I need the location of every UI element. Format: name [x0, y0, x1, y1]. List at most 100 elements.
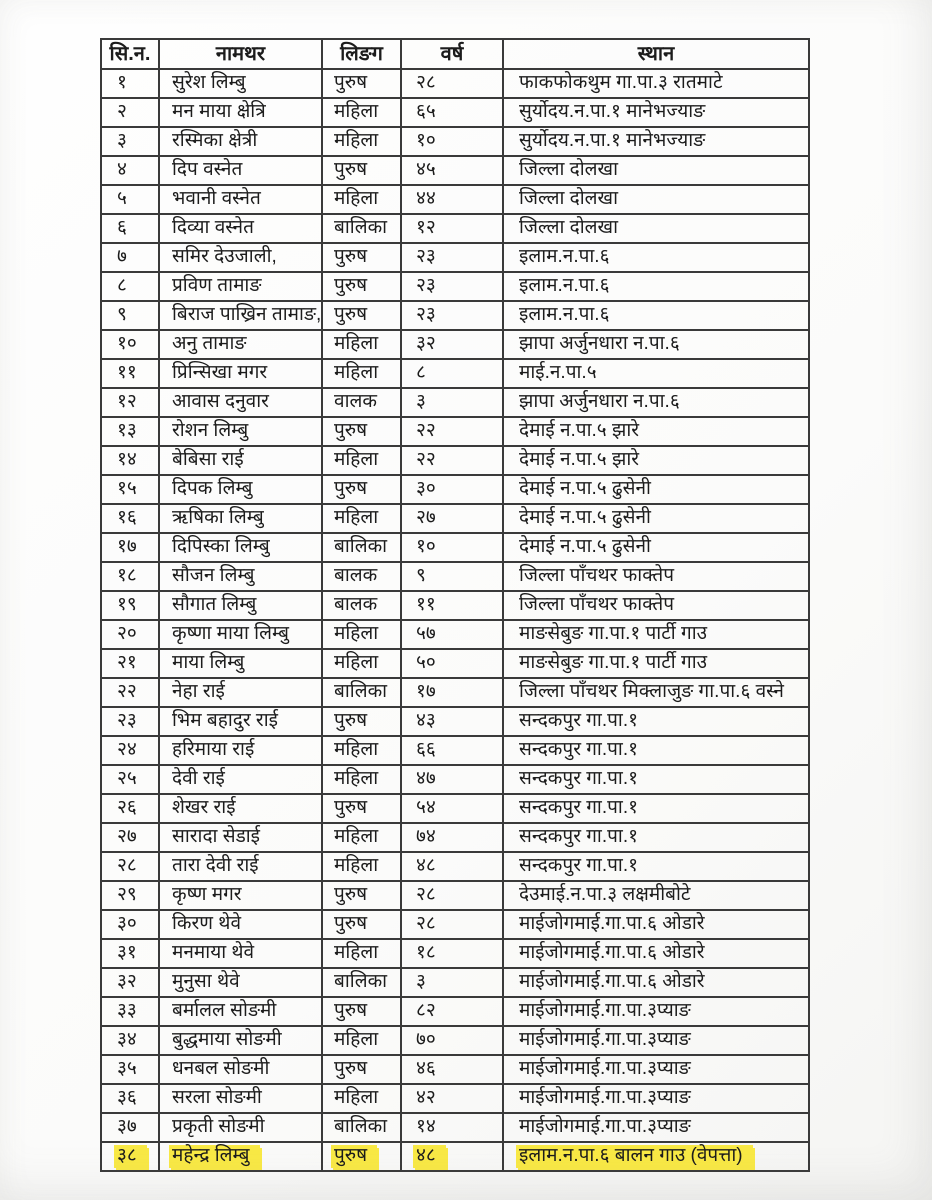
serial-number-text: ३७	[117, 1116, 137, 1138]
gender-text: पुरुष	[334, 1058, 368, 1080]
serial-number-text: २८	[117, 855, 137, 877]
name-text: मनमाया थेवे	[172, 942, 255, 964]
col-header-age: वर्ष	[400, 38, 504, 70]
cell-gender: बालिका	[321, 1112, 402, 1143]
gender-text: पुरुष	[334, 246, 368, 268]
serial-number-text: १५	[117, 478, 137, 500]
table-row: ७ समिर देउजाली, पुरुष २३ इलाम.न.पा.६	[100, 242, 810, 273]
cell-place: सन्दकपुर गा.पा.१	[502, 822, 810, 853]
cell-gender: महिला	[321, 126, 402, 157]
cell-name: तारा देवी राई	[158, 851, 323, 882]
table-row: ५ भवानी वस्नेत महिला ४४ जिल्ला दोलखा	[100, 184, 810, 215]
col-header-name: नामथर	[158, 38, 323, 70]
place-text: माईजोगमाई.गा.पा.३प्याङ	[519, 1029, 691, 1051]
gender-text: महिला	[334, 1087, 379, 1109]
cell-name: सौगात लिम्बु	[158, 590, 323, 621]
name-text: सौगात लिम्बु	[172, 594, 257, 616]
cell-gender: वालक	[321, 387, 402, 418]
place-text: माङसेबुङ गा.पा.१ पार्टी गाउ	[519, 652, 708, 674]
cell-age: ५०	[400, 648, 504, 679]
table-row: २३ भिम बहादुर राई पुरुष ४३ सन्दकपुर गा.प…	[100, 706, 810, 737]
cell-gender: पुरुष	[321, 909, 402, 940]
gender-text: पुरुष	[334, 884, 368, 906]
age-text: ४५	[416, 159, 436, 181]
place-text: इलाम.न.पा.६ बालन गाउ (वेपत्ता)	[516, 1145, 753, 1168]
age-text: ८२	[416, 1000, 436, 1022]
age-text: ४४	[416, 188, 436, 210]
serial-number-text: २९	[117, 884, 137, 906]
col-header-place: स्थान	[502, 38, 810, 70]
cell-place: सन्दकपुर गा.पा.१	[502, 735, 810, 766]
age-text: २२	[416, 449, 436, 471]
age-text: ६६	[416, 739, 436, 761]
place-text: माईजोगमाई.गा.पा.६ ओडारे	[519, 971, 705, 993]
table-row: ११ प्रिन्सिखा मगर महिला ८ माई.न.पा.५	[100, 358, 810, 389]
table-row: २ मन माया क्षेत्रि महिला ६५ सुर्योदय.न.प…	[100, 97, 810, 128]
table-row: २६ शेखर राई पुरुष ५४ सन्दकपुर गा.पा.१	[100, 793, 810, 824]
table-row: १४ बेबिसा राई महिला २२ देमाई न.पा.५ झारे	[100, 445, 810, 476]
cell-gender: महिला	[321, 1083, 402, 1114]
name-text: भवानी वस्नेत	[172, 188, 261, 210]
place-text: सन्दकपुर गा.पा.१	[519, 797, 639, 819]
cell-gender: पुरुष	[321, 271, 402, 302]
table-row: ३० किरण थेवे पुरुष २८ माईजोगमाई.गा.पा.६ …	[100, 909, 810, 940]
serial-number-text: १३	[117, 420, 137, 442]
cell-age: ५७	[400, 619, 504, 650]
cell-age: २७	[400, 503, 504, 534]
cell-gender: महिला	[321, 358, 402, 389]
name-text: सरला सोङमी	[172, 1087, 262, 1109]
age-text: २३	[416, 304, 436, 326]
table-row: ४ दिप वस्नेत पुरुष ४५ जिल्ला दोलखा	[100, 155, 810, 186]
cell-serial-number: ६	[100, 213, 160, 244]
name-text: दिप वस्नेत	[172, 159, 243, 181]
serial-number-text: १९	[117, 594, 137, 616]
cell-age: २८	[400, 880, 504, 911]
cell-name: प्रकृती सोङमी	[158, 1112, 323, 1143]
age-text: ४२	[416, 1087, 436, 1109]
age-text: ४६	[416, 1058, 436, 1080]
cell-age: ६५	[400, 97, 504, 128]
place-text: जिल्ला पाँचथर मिक्लाजुङ गा.पा.६ वस्ने	[519, 681, 784, 703]
cell-serial-number: ३२	[100, 967, 160, 998]
cell-name: दिपिस्का लिम्बु	[158, 532, 323, 563]
gender-text: महिला	[334, 362, 379, 384]
cell-serial-number: १४	[100, 445, 160, 476]
gender-text: बालिका	[334, 217, 388, 239]
age-text: ४३	[416, 710, 436, 732]
cell-serial-number: ९	[100, 300, 160, 331]
cell-place: देमाई न.पा.५ ढुसेनी	[502, 474, 810, 505]
cell-age: १२	[400, 213, 504, 244]
name-text: प्रिन्सिखा मगर	[172, 362, 268, 384]
gender-text: महिला	[334, 101, 379, 123]
cell-serial-number: १५	[100, 474, 160, 505]
cell-place: जिल्ला दोलखा	[502, 213, 810, 244]
gender-text: बालक	[334, 594, 378, 616]
name-text: प्रकृती सोङमी	[172, 1116, 265, 1138]
cell-gender: बालिका	[321, 677, 402, 708]
cell-serial-number: ३१	[100, 938, 160, 969]
cell-place: इलाम.न.पा.६	[502, 271, 810, 302]
age-text: ७०	[416, 1029, 436, 1051]
serial-number-text: ३५	[117, 1058, 137, 1080]
cell-place: देमाई न.पा.५ झारे	[502, 445, 810, 476]
serial-number-text: ३४	[117, 1029, 137, 1051]
cell-serial-number: २५	[100, 764, 160, 795]
cell-place: जिल्ला दोलखा	[502, 155, 810, 186]
place-text: सन्दकपुर गा.पा.१	[519, 710, 639, 732]
table-row: २१ माया लिम्बु महिला ५० माङसेबुङ गा.पा.१…	[100, 648, 810, 679]
cell-gender: बालिका	[321, 213, 402, 244]
name-text: रोशन लिम्बु	[172, 420, 249, 442]
cell-place: जिल्ला पाँचथर फाक्तेप	[502, 561, 810, 592]
name-text: धनबल सोङमी	[172, 1058, 270, 1080]
table-row: १५ दिपक लिम्बु पुरुष ३० देमाई न.पा.५ ढुस…	[100, 474, 810, 505]
place-text: माईजोगमाई.गा.पा.६ ओडारे	[519, 913, 705, 935]
cell-serial-number: ३३	[100, 996, 160, 1027]
age-text: ५४	[416, 797, 436, 819]
cell-serial-number: ४	[100, 155, 160, 186]
serial-number-text: २१	[117, 652, 137, 674]
name-text: देवी राई	[172, 768, 225, 790]
name-text: रस्मिका क्षेत्री	[172, 130, 258, 152]
name-text: महेन्द्र लिम्बु	[169, 1145, 260, 1168]
table-row: २८ तारा देवी राई महिला ४८ सन्दकपुर गा.पा…	[100, 851, 810, 882]
name-text: सुरेश लिम्बु	[172, 72, 246, 94]
